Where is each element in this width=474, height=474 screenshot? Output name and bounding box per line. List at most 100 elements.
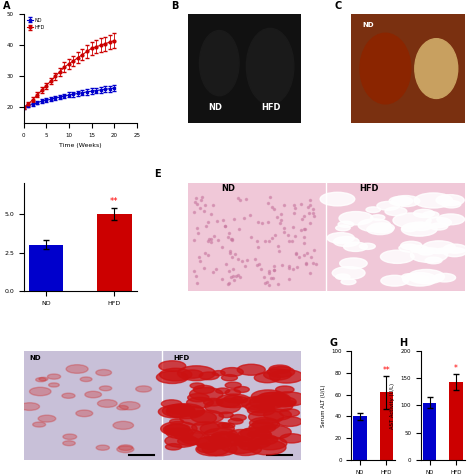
Circle shape xyxy=(392,196,420,207)
Circle shape xyxy=(359,243,375,249)
Circle shape xyxy=(248,410,283,424)
Circle shape xyxy=(47,374,61,379)
Circle shape xyxy=(76,410,93,417)
Circle shape xyxy=(249,439,270,447)
Circle shape xyxy=(161,421,197,436)
Circle shape xyxy=(164,424,190,435)
Circle shape xyxy=(393,213,431,228)
Circle shape xyxy=(249,395,284,409)
Text: E: E xyxy=(155,169,161,179)
Circle shape xyxy=(239,442,259,450)
Circle shape xyxy=(252,398,264,402)
Circle shape xyxy=(277,417,302,427)
Text: C: C xyxy=(335,1,342,11)
Circle shape xyxy=(234,439,253,447)
Bar xyxy=(380,392,393,460)
Circle shape xyxy=(249,422,276,433)
Circle shape xyxy=(401,222,437,236)
Circle shape xyxy=(381,275,409,286)
Circle shape xyxy=(408,270,445,284)
Circle shape xyxy=(264,401,293,412)
Circle shape xyxy=(327,233,355,243)
Circle shape xyxy=(410,248,447,263)
Circle shape xyxy=(190,388,223,401)
Circle shape xyxy=(217,394,251,408)
Circle shape xyxy=(217,398,240,407)
Circle shape xyxy=(423,211,439,218)
Circle shape xyxy=(358,219,391,232)
Circle shape xyxy=(196,437,230,449)
Circle shape xyxy=(221,374,237,381)
Circle shape xyxy=(117,446,134,453)
Circle shape xyxy=(339,211,373,225)
Circle shape xyxy=(336,225,350,231)
Circle shape xyxy=(227,429,255,440)
Circle shape xyxy=(197,445,217,453)
Circle shape xyxy=(246,401,274,413)
Circle shape xyxy=(402,273,418,280)
Circle shape xyxy=(341,279,356,285)
Circle shape xyxy=(270,392,306,406)
Text: ND: ND xyxy=(208,103,222,112)
Circle shape xyxy=(340,258,367,269)
Circle shape xyxy=(443,247,466,257)
Circle shape xyxy=(211,432,237,442)
Circle shape xyxy=(426,218,451,228)
Y-axis label: Serum ALT (U/L): Serum ALT (U/L) xyxy=(321,384,326,427)
Circle shape xyxy=(434,273,456,282)
Circle shape xyxy=(225,382,241,388)
Circle shape xyxy=(63,441,75,446)
Circle shape xyxy=(410,246,428,253)
Circle shape xyxy=(369,223,394,233)
Circle shape xyxy=(163,404,195,417)
Circle shape xyxy=(29,387,51,396)
Circle shape xyxy=(180,411,217,425)
Circle shape xyxy=(336,274,350,280)
Circle shape xyxy=(36,378,46,382)
X-axis label: Time (Weeks): Time (Weeks) xyxy=(59,143,101,148)
Circle shape xyxy=(230,415,246,421)
Circle shape xyxy=(212,371,225,375)
Circle shape xyxy=(161,400,182,408)
Circle shape xyxy=(80,377,92,382)
Circle shape xyxy=(241,396,275,410)
Circle shape xyxy=(414,193,453,208)
Circle shape xyxy=(377,201,400,210)
Bar xyxy=(354,416,367,460)
Bar xyxy=(97,214,132,292)
Circle shape xyxy=(264,410,292,420)
Circle shape xyxy=(418,249,434,255)
Circle shape xyxy=(240,428,270,439)
Circle shape xyxy=(62,393,75,398)
Circle shape xyxy=(205,400,241,414)
Circle shape xyxy=(401,241,422,250)
Ellipse shape xyxy=(246,28,294,104)
Bar xyxy=(449,382,463,460)
Circle shape xyxy=(98,400,117,407)
Circle shape xyxy=(213,437,227,442)
Text: HFD: HFD xyxy=(173,355,190,361)
Circle shape xyxy=(160,368,192,381)
Circle shape xyxy=(216,388,230,393)
Circle shape xyxy=(221,367,243,376)
Circle shape xyxy=(118,445,133,450)
Circle shape xyxy=(196,437,227,449)
Circle shape xyxy=(193,385,214,393)
Circle shape xyxy=(182,370,203,378)
Circle shape xyxy=(254,373,280,383)
Circle shape xyxy=(276,386,294,393)
Y-axis label: AST Activity (U/L): AST Activity (U/L) xyxy=(390,383,395,428)
Circle shape xyxy=(228,436,249,445)
Circle shape xyxy=(252,419,280,430)
Circle shape xyxy=(389,196,412,206)
Circle shape xyxy=(252,435,278,445)
Circle shape xyxy=(165,444,182,450)
Circle shape xyxy=(63,434,77,439)
Circle shape xyxy=(159,361,186,371)
Circle shape xyxy=(248,440,286,455)
Circle shape xyxy=(254,437,287,450)
Circle shape xyxy=(437,248,451,254)
Circle shape xyxy=(270,397,296,407)
Circle shape xyxy=(164,428,179,434)
Circle shape xyxy=(430,223,447,230)
